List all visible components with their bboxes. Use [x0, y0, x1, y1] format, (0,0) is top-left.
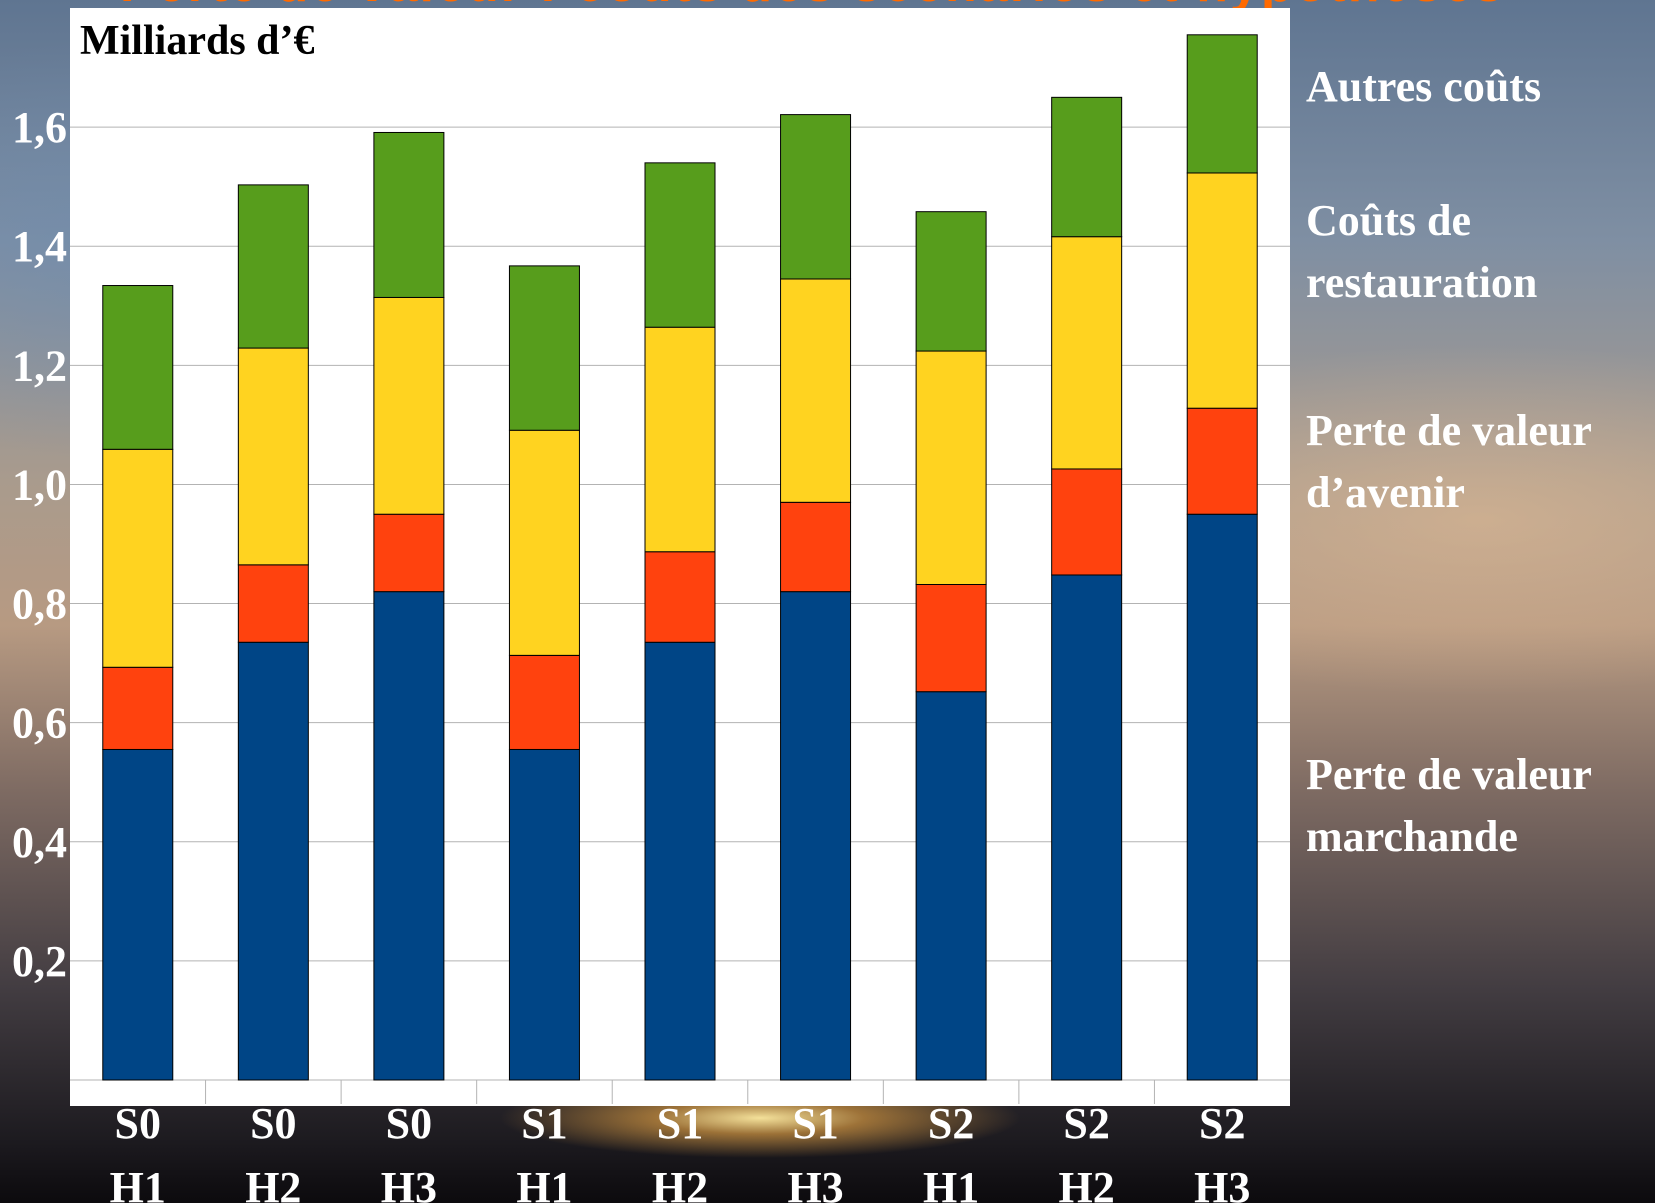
x-tick-label: S1	[792, 1099, 838, 1148]
bar-segment-autres	[1186, 34, 1258, 174]
y-axis-ticks: 0,2 0,4 0,6 0,8 1,0 1,2 1,4 1,6	[12, 103, 67, 986]
bar-segment-autres	[1051, 96, 1123, 238]
x-tick-label: S0	[386, 1099, 432, 1148]
x-tick-label: S2	[1199, 1099, 1245, 1148]
bar-segment-marchande	[1051, 574, 1123, 1081]
x-tick-label: H1	[923, 1163, 979, 1203]
y-tick-label: 0,2	[12, 937, 67, 986]
x-tick-label: S2	[928, 1099, 974, 1148]
x-tick-label: H2	[245, 1163, 301, 1203]
bar-segment-restauration	[102, 448, 174, 668]
x-tick-label: S0	[250, 1099, 296, 1148]
bar-segment-restauration	[915, 350, 987, 585]
bar-segment-restauration	[373, 296, 445, 515]
x-tick-label: S1	[657, 1099, 703, 1148]
x-tick-label: S0	[115, 1099, 161, 1148]
bar-segment-autres	[780, 114, 852, 280]
bar-segment-avenir	[373, 513, 445, 593]
bar-segment-avenir	[508, 654, 580, 750]
legend-label: Coûts de	[1306, 196, 1472, 245]
x-tick-label: S1	[521, 1099, 567, 1148]
bar-segment-autres	[237, 184, 309, 349]
bar-segment-avenir	[644, 551, 716, 643]
x-tick-label: H3	[787, 1163, 843, 1203]
y-tick-label: 0,8	[12, 580, 67, 629]
legend-item-autres: Autres coûts	[1306, 56, 1655, 118]
legend-label: Perte de valeur	[1306, 406, 1592, 455]
x-tick-label: H2	[652, 1163, 708, 1203]
bar-segment-marchande	[237, 641, 309, 1081]
x-tick-label: H1	[110, 1163, 166, 1203]
bar-segment-marchande	[508, 748, 580, 1081]
bar-segment-marchande	[1186, 513, 1258, 1081]
x-tick-label: H3	[381, 1163, 437, 1203]
bar-segment-autres	[508, 265, 580, 431]
y-tick-label: 1,0	[12, 460, 67, 509]
bar-segment-avenir	[102, 666, 174, 750]
y-tick-label: 1,4	[12, 222, 67, 271]
legend-label: marchande	[1306, 812, 1518, 861]
bar-segment-restauration	[1186, 172, 1258, 409]
bar-segment-avenir	[237, 564, 309, 643]
bar-segment-marchande	[102, 748, 174, 1081]
bar-segment-autres	[102, 285, 174, 450]
x-tick-label: S2	[1063, 1099, 1109, 1148]
bar-segment-restauration	[237, 347, 309, 566]
bars	[102, 34, 1258, 1081]
bar-segment-avenir	[780, 501, 852, 593]
bar-segment-restauration	[508, 429, 580, 656]
unit-label: Milliards d’€	[80, 18, 315, 64]
bar-segment-marchande	[915, 691, 987, 1081]
bar-segment-restauration	[780, 278, 852, 503]
bar-segment-autres	[644, 162, 716, 328]
bar-segment-avenir	[1186, 407, 1258, 515]
x-tick-label: H3	[1194, 1163, 1250, 1203]
bar-segment-autres	[915, 211, 987, 352]
bar-segment-marchande	[373, 591, 445, 1081]
legend-label: Autres coûts	[1306, 62, 1542, 111]
y-tick-label: 0,6	[12, 699, 67, 748]
x-tick-label: H2	[1059, 1163, 1115, 1203]
y-tick-label: 1,6	[12, 103, 67, 152]
bar-segment-restauration	[1051, 236, 1123, 470]
bar-segment-avenir	[915, 583, 987, 693]
y-tick-label: 0,4	[12, 818, 67, 867]
legend-item-restauration: Coûts de restauration	[1306, 190, 1655, 314]
x-tick-label: H1	[516, 1163, 572, 1203]
bar-segment-restauration	[644, 326, 716, 553]
bar-segment-avenir	[1051, 468, 1123, 576]
legend-item-avenir: Perte de valeur d’avenir	[1306, 400, 1655, 524]
bar-segment-marchande	[780, 591, 852, 1081]
bar-segment-autres	[373, 131, 445, 298]
y-tick-label: 1,2	[12, 341, 67, 390]
legend-label: restauration	[1306, 258, 1538, 307]
legend-item-marchande: Perte de valeur marchande	[1306, 744, 1655, 868]
bar-segment-marchande	[644, 641, 716, 1081]
legend-label: Perte de valeur	[1306, 750, 1592, 799]
x-axis-ticks: S0 H1 S0 H2 S0 H3 S1 H1 S1 H2 S1 H3 S2 H1 S2 H2 S2 H3	[110, 1099, 1251, 1203]
legend-label: d’avenir	[1306, 468, 1465, 517]
